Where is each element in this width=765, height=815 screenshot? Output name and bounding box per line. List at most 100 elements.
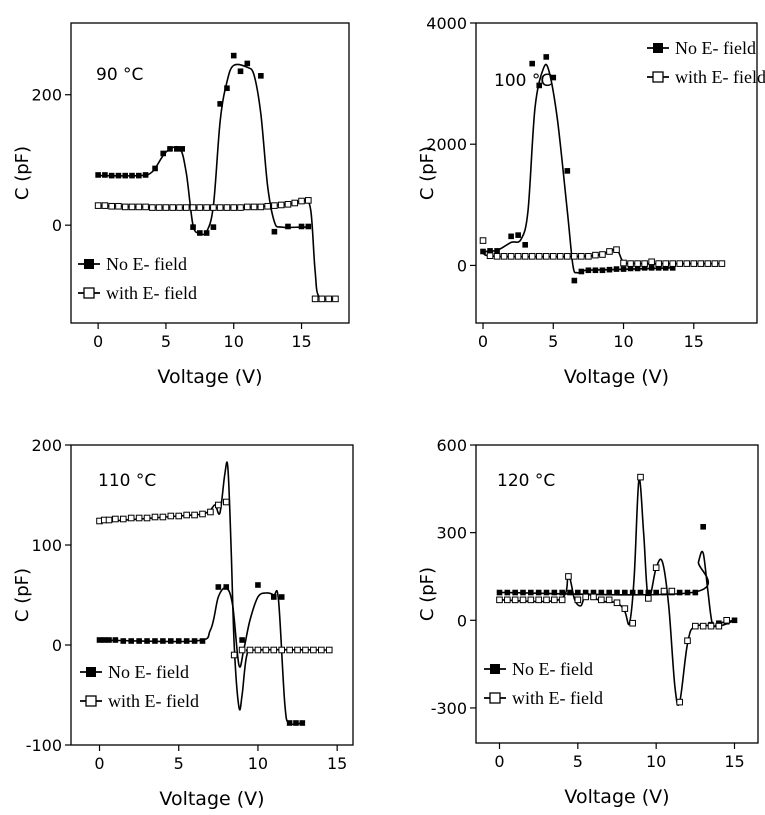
data-point — [155, 204, 163, 211]
data-point — [112, 515, 119, 523]
data-point — [101, 202, 109, 209]
legend-label: with E- field — [675, 67, 765, 87]
data-point — [325, 646, 333, 654]
data-point — [527, 596, 535, 604]
data-point — [183, 511, 190, 519]
data-point — [149, 204, 156, 211]
data-point — [578, 268, 585, 275]
data-point — [704, 260, 712, 267]
data-point — [230, 52, 237, 59]
x-tick-label: 10 — [224, 332, 244, 351]
data-point — [549, 253, 557, 260]
y-tick-label: 0 — [52, 216, 62, 235]
data-point — [293, 720, 299, 726]
data-point — [135, 514, 143, 522]
x-axis-label: Voltage (V) — [564, 366, 669, 388]
series-no-e-field — [496, 524, 738, 628]
data-point — [648, 265, 655, 271]
data-point — [160, 638, 166, 644]
x-axis-ticks: 0 5 10 15 — [94, 745, 347, 773]
data-point — [590, 593, 597, 601]
data-point — [167, 146, 173, 152]
data-point — [222, 498, 230, 506]
legend-item: with E- field — [647, 67, 765, 87]
data-point — [598, 589, 605, 596]
legend-marker — [652, 71, 664, 83]
plot-area — [96, 461, 333, 726]
y-axis-ticks: -100 0 100 200 — [26, 436, 71, 755]
series-line — [99, 461, 330, 711]
x-axis-label: Voltage (V) — [157, 366, 262, 388]
data-point — [648, 258, 655, 266]
data-point — [606, 589, 612, 596]
data-point — [504, 589, 511, 596]
data-point — [551, 596, 558, 604]
data-point — [655, 265, 662, 271]
legend-label: No E- field — [108, 662, 189, 682]
data-point — [101, 637, 108, 643]
legend-marker — [653, 43, 663, 53]
data-point — [565, 573, 572, 580]
data-point — [179, 146, 185, 152]
data-point — [592, 251, 599, 259]
data-point — [173, 146, 180, 152]
x-axis-label: Voltage (V) — [564, 786, 669, 808]
data-point — [191, 638, 198, 644]
legend: No E- field with E- field — [484, 659, 603, 708]
data-point — [551, 589, 558, 596]
series-line — [499, 550, 735, 628]
data-point — [257, 203, 265, 211]
data-point — [332, 295, 339, 303]
chart-panel-3: 0 5 10 15 -100 0 100 200 Voltage (V) C (pF) 110 °C… — [12, 436, 354, 810]
y-axis-label: C (pF) — [12, 568, 33, 622]
data-point — [684, 637, 691, 645]
data-point — [613, 246, 620, 253]
legend-item: No E- field — [647, 38, 756, 58]
legend-label: with E- field — [106, 283, 197, 303]
data-point — [676, 698, 683, 706]
data-point — [515, 232, 521, 238]
data-point — [224, 85, 230, 92]
data-point — [105, 516, 113, 524]
data-point — [190, 224, 196, 230]
x-tick-label: 15 — [327, 754, 347, 773]
legend-label: No E- field — [106, 254, 187, 274]
legend-label: with E- field — [108, 691, 199, 711]
data-point — [277, 201, 285, 209]
data-point — [215, 501, 222, 509]
data-point — [504, 596, 511, 604]
data-point — [223, 204, 231, 211]
data-point — [129, 172, 135, 179]
data-point — [574, 596, 582, 604]
data-point — [522, 242, 528, 248]
data-point — [496, 589, 503, 596]
y-tick-label: 4000 — [426, 14, 467, 33]
data-point — [102, 172, 108, 178]
data-point — [152, 638, 158, 644]
data-point — [255, 582, 261, 588]
data-point — [528, 589, 534, 596]
data-point — [128, 203, 136, 211]
x-tick-label: 5 — [573, 752, 583, 771]
data-point — [120, 638, 127, 644]
plot-frame — [475, 22, 758, 324]
data-point — [223, 584, 230, 590]
data-point — [564, 168, 571, 174]
data-point — [480, 248, 486, 255]
data-point — [564, 253, 571, 260]
data-point — [115, 202, 122, 210]
y-tick-label: -300 — [431, 699, 467, 718]
data-point — [487, 248, 493, 254]
data-point — [258, 73, 264, 79]
data-point — [613, 266, 620, 272]
y-axis-label: C (pF) — [12, 146, 33, 200]
data-point — [614, 589, 620, 596]
data-point — [191, 511, 198, 519]
x-axis-ticks: 0 5 10 15 — [93, 323, 312, 351]
data-point — [711, 260, 719, 267]
data-point — [298, 197, 305, 205]
data-point — [676, 260, 684, 267]
data-point — [582, 593, 589, 601]
data-point — [230, 651, 238, 659]
